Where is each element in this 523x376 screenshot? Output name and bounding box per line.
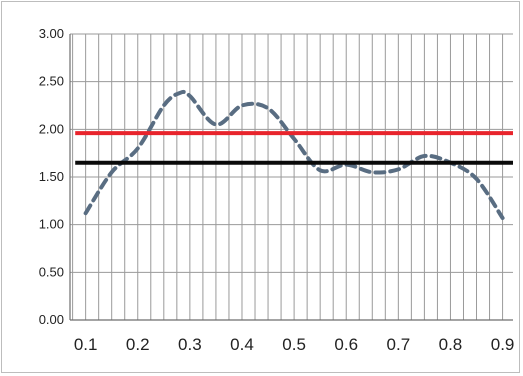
x-tick-label: 0.9 [491, 335, 515, 354]
x-tick-label: 0.4 [230, 335, 254, 354]
x-tick-label: 0.8 [439, 335, 463, 354]
x-axis-tick-labels: 0.1 0.2 0.3 0.4 0.5 0.6 0.7 0.8 0.9 [74, 335, 515, 354]
y-tick-label: 3.00 [39, 26, 64, 41]
dashed-series-line [83, 89, 505, 220]
y-tick-label: 2.50 [39, 74, 64, 89]
x-tick-label: 0.7 [387, 335, 411, 354]
y-tick-label: 0.50 [39, 264, 64, 279]
x-tick-label: 0.1 [74, 335, 98, 354]
y-tick-label: 2.00 [39, 121, 64, 136]
y-axis-tick-labels: 0.00 0.50 1.00 1.50 2.00 2.50 3.00 [39, 26, 64, 327]
gridlines [69, 33, 513, 321]
y-tick-label: 1.00 [39, 217, 64, 232]
y-tick-label: 0.00 [39, 312, 64, 327]
x-tick-label: 0.6 [334, 335, 358, 354]
series-lines [75, 89, 513, 220]
x-tick-label: 0.2 [126, 335, 150, 354]
x-tick-label: 0.5 [282, 335, 306, 354]
y-tick-label: 1.50 [39, 169, 64, 184]
x-tick-label: 0.3 [178, 335, 202, 354]
